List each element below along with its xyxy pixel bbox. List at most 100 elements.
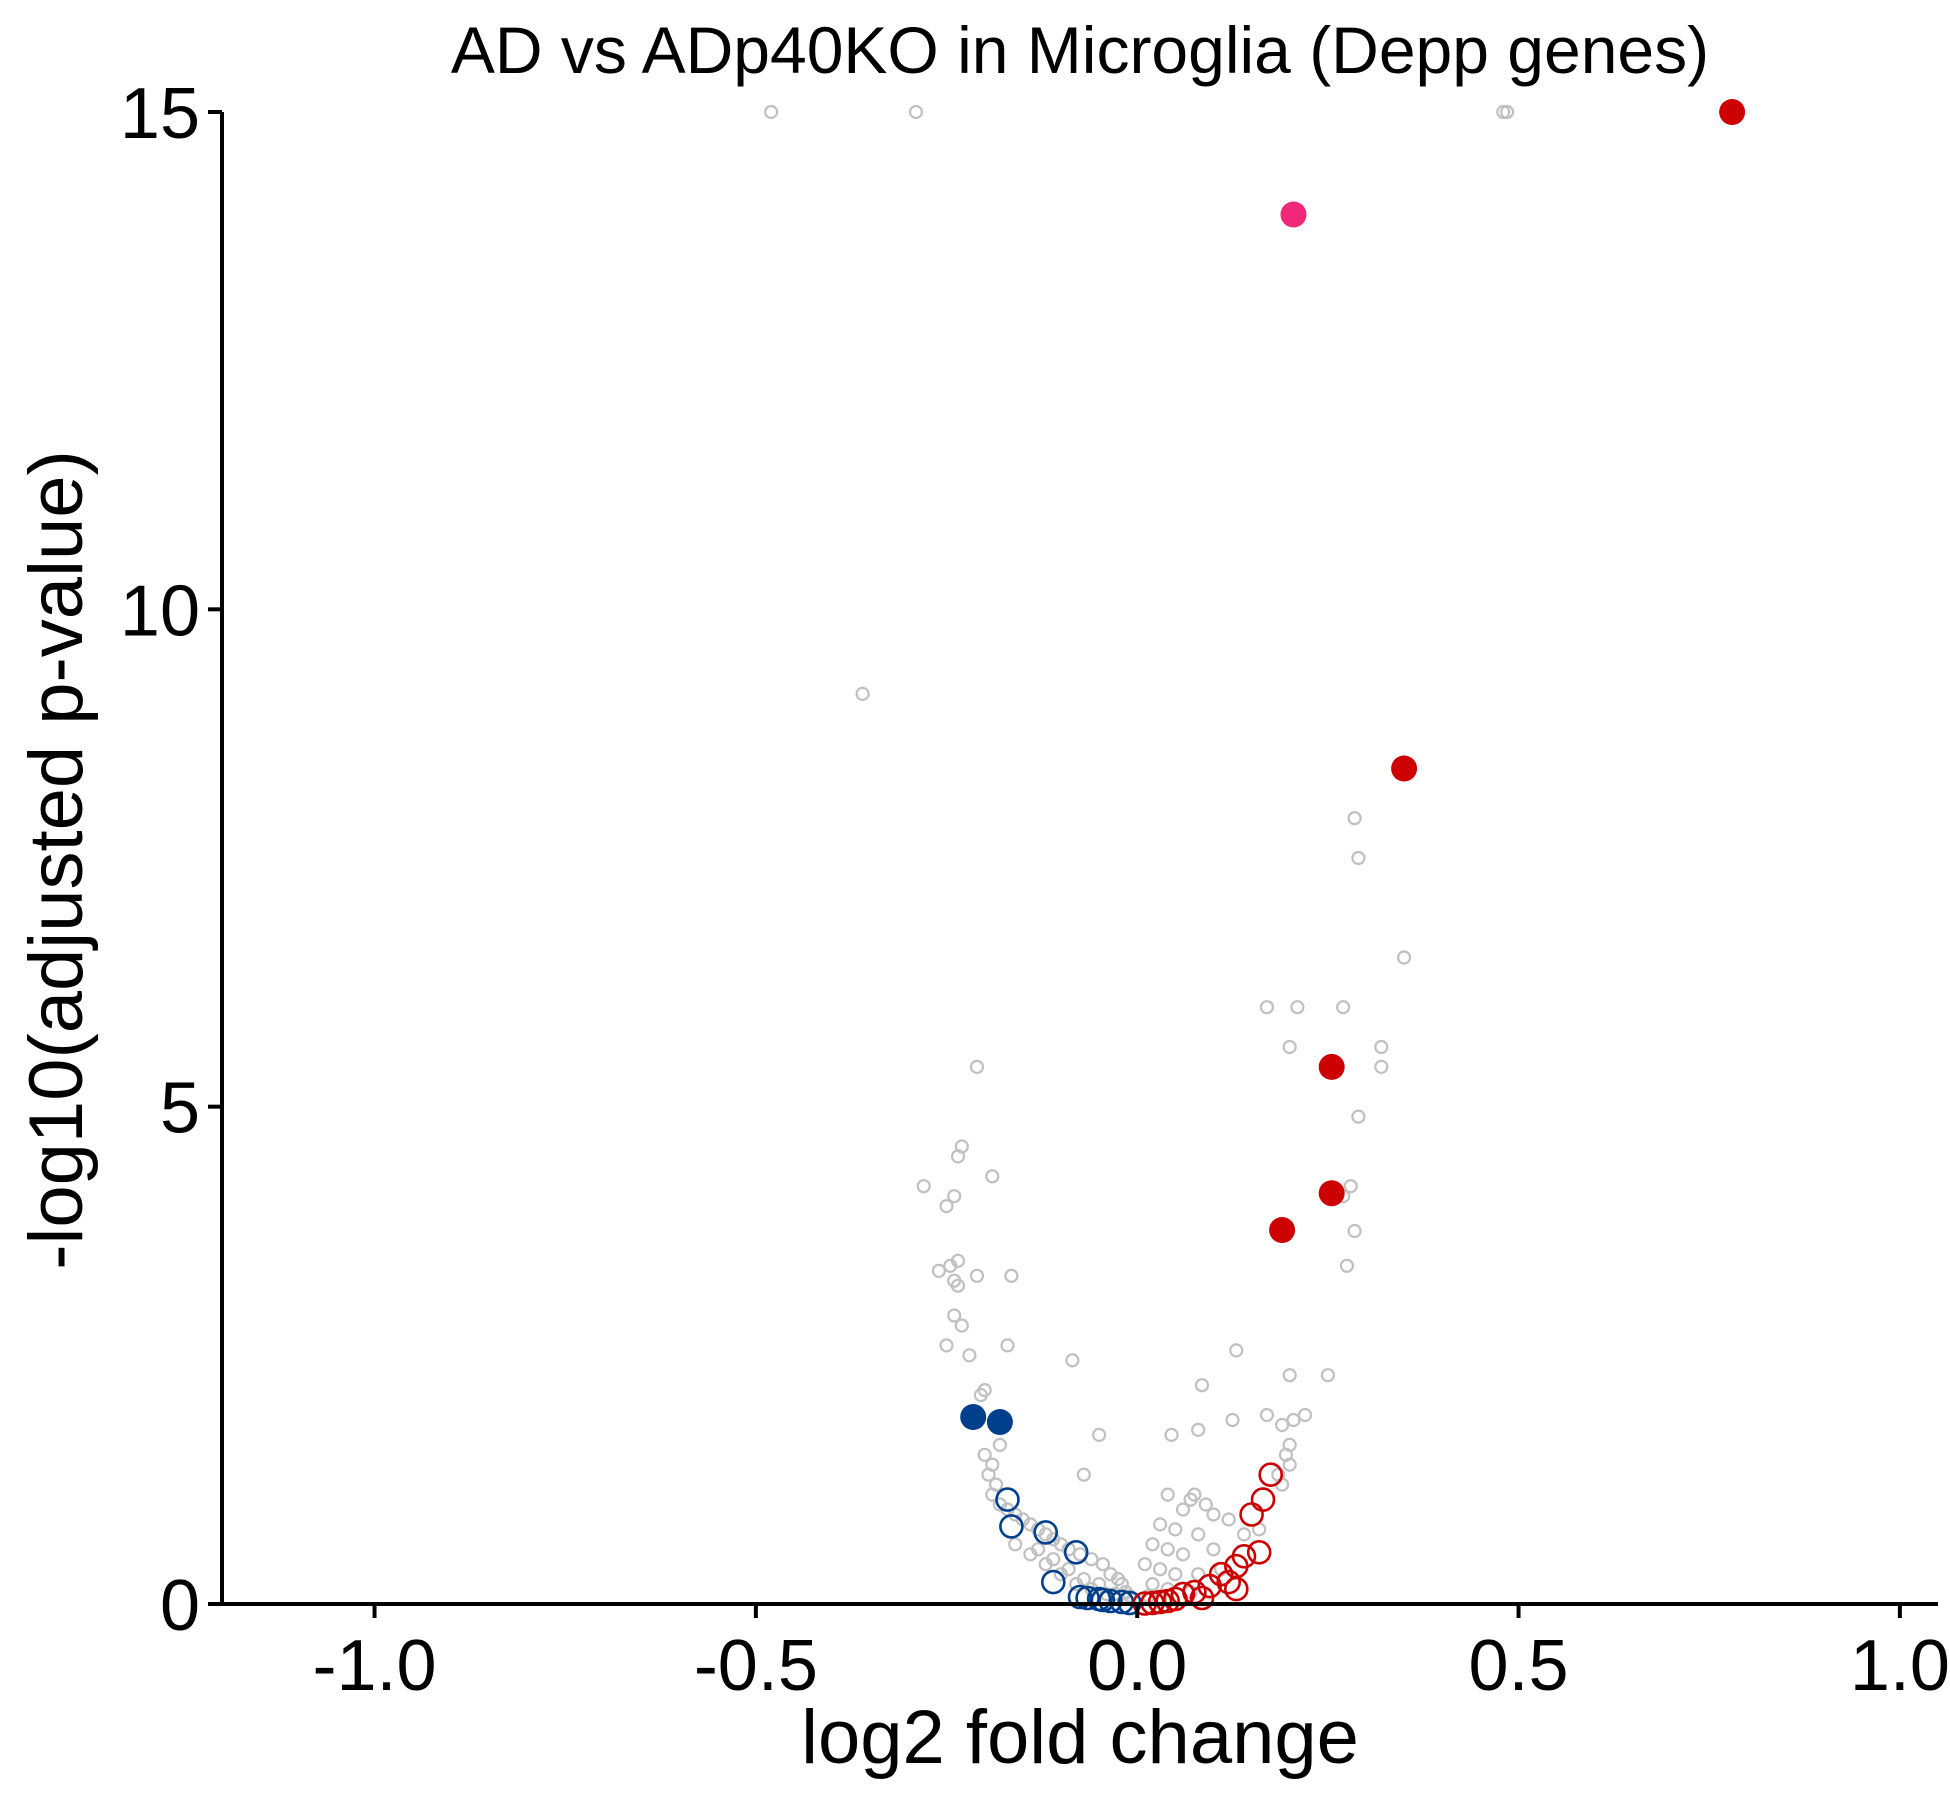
y-tick-label: 15 (120, 74, 200, 154)
gene-point (1076, 1467, 1091, 1482)
x-axis-ticks: -1.0 -0.5 0.0 0.5 1.0 (312, 1604, 1950, 1706)
gene-point (1168, 1522, 1183, 1537)
depp-up-point (1246, 1540, 1272, 1565)
gene-point (1236, 1527, 1252, 1542)
y-tick-label: 5 (160, 1069, 200, 1149)
gene-point (939, 1198, 954, 1214)
depp-down-point (1098, 1588, 1123, 1614)
gene-point (1091, 1427, 1107, 1443)
y-tick-label: 0 (160, 1566, 200, 1646)
gene-point (1206, 1542, 1221, 1557)
gene-point (1198, 1497, 1213, 1512)
gene-point (943, 1258, 958, 1273)
gene-point (969, 1059, 985, 1075)
gene-point (1145, 1576, 1160, 1592)
gene-point (1290, 1000, 1305, 1015)
gene-point (977, 1447, 992, 1462)
gene-point (908, 104, 924, 120)
depp-up-sig-point (1269, 1217, 1296, 1243)
gene-point (1282, 1039, 1297, 1055)
gene-point (1137, 1557, 1152, 1572)
depp-down-point (999, 1514, 1024, 1539)
gene-point (1152, 1517, 1168, 1532)
x-tick-label: 0.5 (1468, 1626, 1568, 1706)
gene-point (981, 1467, 996, 1482)
depp-down-point (1041, 1569, 1066, 1595)
x-tick-label: -0.5 (694, 1626, 818, 1706)
gene-point (1000, 1338, 1015, 1353)
gene-point (992, 1437, 1008, 1453)
gene-point (1191, 1527, 1206, 1542)
gene-point (1374, 1039, 1389, 1055)
depp-up-point (1250, 1487, 1276, 1512)
gene-point (855, 686, 870, 702)
depp-up-point (1224, 1576, 1249, 1602)
gene-point (1206, 1507, 1221, 1522)
gene-point (1160, 1542, 1175, 1557)
depp-up-point (1239, 1502, 1264, 1527)
gene-point (1030, 1542, 1046, 1557)
gene-point (1374, 1059, 1389, 1075)
depp-up-sig-point (1391, 755, 1418, 782)
depp-down-sig-point (960, 1404, 987, 1430)
gene-point (1160, 1487, 1175, 1502)
gene-point (1335, 1000, 1351, 1015)
gene-point (947, 1189, 962, 1204)
depp-up-point (1197, 1573, 1222, 1599)
gene-point (947, 1308, 962, 1323)
depp-down-point (1063, 1540, 1089, 1565)
gene-point (1145, 1537, 1160, 1552)
gene-point (1347, 811, 1362, 826)
x-axis-title: log2 fold change (801, 1695, 1359, 1780)
y-axis-ticks: 0 5 10 15 (120, 74, 222, 1646)
gene-point (1347, 1223, 1362, 1239)
gene-point (1339, 1258, 1355, 1273)
highlight-point (1280, 201, 1307, 228)
gene-point (1351, 1109, 1366, 1124)
gene-point (931, 1263, 947, 1278)
x-tick-label: 0.0 (1087, 1626, 1187, 1706)
chart-title: AD vs ADp40KO in Microglia (Depp genes) (451, 13, 1709, 87)
gene-point (973, 1387, 989, 1403)
depp-up-point (1258, 1462, 1283, 1487)
depp-down-point (995, 1487, 1020, 1512)
gene-point (1046, 1552, 1061, 1567)
x-tick-label: -1.0 (312, 1626, 436, 1706)
depp-up-point (1189, 1585, 1215, 1611)
gene-point (1229, 1343, 1244, 1358)
gene-point (1065, 1353, 1080, 1368)
gene-point (1282, 1457, 1297, 1472)
y-axis-title: -log10(adjusted p-value) (14, 450, 99, 1270)
x-tick-label: 1.0 (1850, 1626, 1950, 1706)
gene-point (916, 1179, 931, 1194)
y-tick-label: 10 (120, 571, 200, 651)
gene-point (1297, 1407, 1313, 1423)
gene-point (1191, 1422, 1206, 1438)
gene-point (1004, 1268, 1019, 1283)
gene-point (962, 1348, 977, 1363)
gene-point (1061, 1562, 1076, 1577)
gene-point (1286, 1412, 1301, 1428)
gene-point (1396, 950, 1412, 965)
gene-point (950, 1149, 966, 1164)
depp-down-point (1033, 1520, 1058, 1545)
gene-point (1351, 850, 1366, 866)
gene-point (1225, 1412, 1240, 1428)
depp-up-point (1216, 1569, 1241, 1595)
gene-point (954, 1318, 969, 1333)
gene-point (1152, 1562, 1168, 1577)
gene-point (1496, 104, 1511, 120)
gene-point (1187, 1487, 1202, 1502)
depp-up-sig-point (1318, 1053, 1345, 1080)
gene-point (1076, 1571, 1091, 1587)
gene-point (1191, 1567, 1206, 1582)
gene-point (1499, 104, 1515, 120)
gene-point (985, 1169, 1000, 1184)
gene-point (1259, 1407, 1275, 1423)
data-points (763, 99, 1746, 1616)
gene-point (969, 1268, 985, 1283)
gene-point (950, 1278, 966, 1293)
gene-point (1194, 1378, 1210, 1393)
depp-up-sig-point (1719, 99, 1746, 125)
